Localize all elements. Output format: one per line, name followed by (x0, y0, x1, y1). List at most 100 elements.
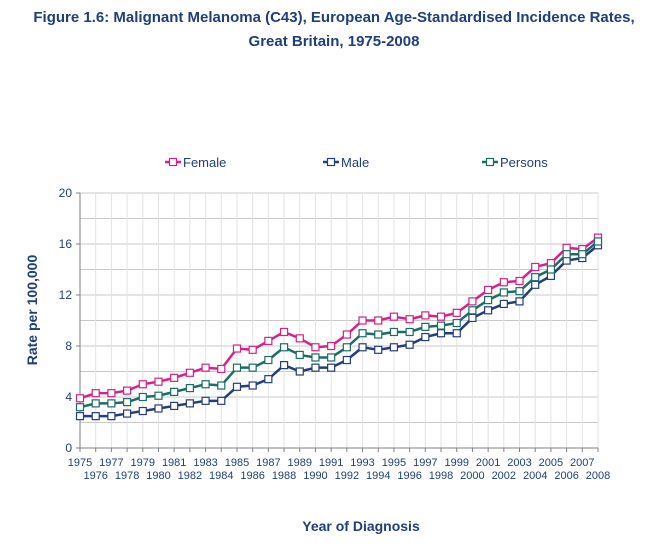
data-point-female (327, 341, 336, 351)
x-tick-label: 1996 (397, 470, 421, 482)
data-point-persons (468, 306, 477, 315)
x-tick-label: 1997 (413, 457, 437, 469)
data-point-male (468, 313, 477, 323)
data-point-male (232, 382, 242, 391)
x-tick-label: 1978 (115, 470, 139, 482)
x-tick-label: 1995 (382, 457, 406, 469)
data-point-persons (452, 318, 461, 328)
data-point-male (91, 412, 100, 421)
data-point-persons (107, 399, 116, 408)
x-tick-label: 1999 (444, 457, 468, 469)
x-tick-label: 1986 (240, 470, 264, 482)
data-point-female (170, 373, 179, 382)
data-point-persons (436, 321, 446, 330)
x-tick-label: 1977 (99, 457, 123, 469)
legend-marker-persons (485, 157, 495, 167)
legend-label-female: Female (183, 155, 226, 170)
series-lines (75, 233, 603, 421)
data-point-female (232, 344, 242, 353)
data-point-female (342, 330, 351, 339)
x-tick-label: 1989 (288, 457, 312, 469)
data-point-female (107, 389, 116, 398)
data-point-persons (279, 343, 289, 352)
data-point-persons (562, 250, 571, 259)
x-tick-label: 1984 (209, 470, 233, 482)
data-point-female (374, 316, 383, 325)
data-point-male (311, 363, 320, 372)
x-tick-label: 1980 (146, 470, 170, 482)
data-point-male (75, 412, 85, 421)
data-point-male (217, 396, 226, 405)
data-point-female (248, 345, 257, 354)
data-point-male (279, 361, 289, 370)
series-line-persons (79, 240, 599, 409)
y-axis-title: Rate per 100,000 (24, 255, 40, 366)
data-point-female (295, 334, 304, 343)
data-point-male (154, 404, 163, 413)
data-point-female (515, 276, 524, 286)
data-point-persons (311, 353, 320, 362)
data-point-persons (170, 387, 179, 396)
data-point-persons (295, 350, 304, 360)
x-tick-label: 1976 (83, 470, 107, 482)
data-point-female (468, 297, 477, 306)
data-point-male (531, 280, 540, 289)
data-point-persons (75, 403, 85, 412)
data-point-female (421, 311, 430, 320)
legend-label-male: Male (341, 155, 369, 170)
data-point-female (154, 377, 163, 386)
y-tick-label: 4 (65, 390, 72, 404)
data-point-male (264, 375, 273, 384)
legend-marker-female (168, 157, 178, 167)
data-point-male (436, 329, 446, 338)
data-point-male (358, 343, 367, 352)
y-tick-label: 8 (65, 339, 72, 353)
x-tick-label: 1990 (303, 470, 327, 482)
x-tick-label: 1975 (68, 457, 92, 469)
legend-label-persons: Persons (500, 155, 548, 170)
data-point-male (421, 332, 430, 342)
data-point-persons (91, 399, 100, 408)
data-point-male (342, 355, 351, 365)
data-point-male (185, 399, 194, 408)
x-axis-title: Year of Diagnosis (302, 518, 420, 534)
data-point-persons (531, 273, 540, 282)
data-point-female (138, 380, 147, 389)
x-tick-label: 2007 (570, 457, 594, 469)
data-point-male (327, 363, 336, 372)
data-point-female (389, 312, 399, 321)
x-tick-label: 2008 (586, 470, 610, 482)
x-tick-label: 2001 (476, 457, 500, 469)
data-point-female (201, 363, 210, 372)
data-point-female (358, 316, 367, 325)
data-point-female (484, 285, 493, 294)
x-tick-label: 1988 (272, 470, 296, 482)
chart-title-line2: Great Britain, 1975-2008 (248, 33, 420, 50)
data-point-female (499, 278, 508, 287)
data-point-persons (154, 391, 163, 400)
x-tick-label: 2000 (460, 470, 484, 482)
data-point-female (311, 343, 320, 352)
data-point-male (374, 345, 383, 354)
data-point-persons (201, 380, 210, 389)
data-point-persons (593, 237, 603, 246)
data-point-male (405, 340, 414, 349)
x-tick-label: 2003 (507, 457, 531, 469)
data-point-female (279, 327, 289, 337)
data-point-female (75, 394, 85, 403)
data-point-male (122, 409, 132, 418)
data-point-persons (405, 327, 414, 337)
data-point-persons (217, 381, 226, 390)
data-point-persons (484, 296, 493, 305)
data-point-persons (264, 355, 273, 365)
data-point-persons (389, 327, 399, 337)
axes: 0481216201975197619771978197919801981198… (59, 186, 611, 482)
x-tick-label: 1998 (429, 470, 453, 482)
data-point-male (107, 412, 116, 421)
x-tick-label: 1985 (225, 457, 249, 469)
data-point-male (295, 367, 304, 376)
data-point-male (248, 381, 257, 390)
series-line-female (79, 236, 599, 400)
data-point-persons (515, 287, 524, 296)
data-point-male (452, 329, 461, 338)
